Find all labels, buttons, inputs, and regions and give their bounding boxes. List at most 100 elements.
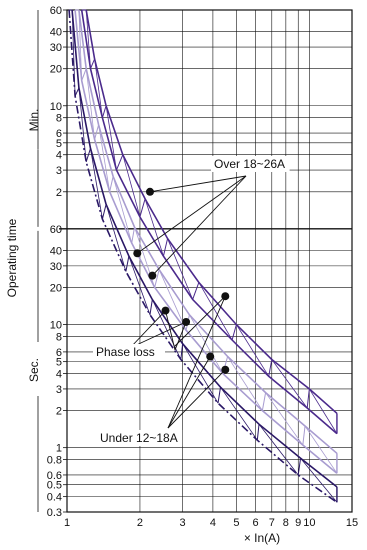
leader-line	[149, 175, 247, 193]
y-tick-label: 30	[50, 261, 62, 273]
grid	[59, 9, 353, 513]
band-hatch	[258, 423, 299, 476]
band-rung	[131, 226, 136, 244]
x-tick-label: 3	[180, 517, 186, 529]
x-tick-label: 6	[253, 517, 259, 529]
band-rung	[81, 68, 87, 81]
band-rung	[154, 269, 160, 288]
curve-bands	[68, 9, 338, 503]
annotation-bg	[97, 430, 183, 446]
leader-line	[165, 310, 176, 351]
y-tick-label: 60	[50, 224, 62, 236]
band-rung	[192, 282, 200, 300]
band-hatch	[304, 425, 338, 474]
band-lower-line	[68, 9, 338, 503]
band-hatch	[112, 176, 133, 244]
leader-line	[129, 321, 187, 349]
band-hatch	[128, 255, 151, 315]
band-hatch	[158, 269, 187, 331]
leader-line	[167, 296, 226, 429]
y-tick-label: 4	[56, 150, 62, 162]
band-hatch	[189, 314, 224, 374]
x-tick-label: 4	[210, 517, 216, 529]
x-tick-label: 1	[64, 517, 70, 529]
leader-line	[152, 175, 247, 276]
y-section-min-label: Min.	[27, 109, 41, 132]
band-hatch	[98, 124, 111, 192]
band-hatch	[85, 9, 91, 69]
y-axis-label: Operating time	[5, 218, 19, 297]
band-rung	[116, 154, 124, 171]
x-tick-label: 15	[346, 517, 358, 529]
x-tick-label: 9	[295, 517, 301, 529]
band-lower-line	[74, 9, 338, 474]
annotation-bg	[211, 156, 290, 172]
y-tick-label: 8	[56, 332, 62, 344]
leader-line	[167, 369, 226, 429]
band-hatch	[122, 154, 141, 218]
x-tick-label: 8	[283, 517, 289, 529]
y-tick-label: 5	[56, 138, 62, 150]
band-rung	[139, 198, 146, 218]
x-tick-label: 7	[269, 517, 275, 529]
band-rung	[268, 359, 273, 377]
band-hatch	[220, 386, 258, 441]
y-tick-label: 10	[50, 101, 62, 113]
band-rung	[162, 238, 169, 257]
y-tick-label: 3	[56, 165, 62, 177]
band-hatch	[144, 198, 164, 257]
x-tick-label: 2	[137, 517, 143, 529]
x-axis-label: × In(A)	[244, 531, 280, 545]
y-tick-label: 6	[56, 347, 62, 359]
leader-line	[137, 175, 247, 254]
y-tick-label: 6	[56, 128, 62, 140]
band-hatch	[94, 58, 103, 118]
band-hatch	[271, 359, 308, 409]
annotations: Over 18~26A Phase loss Under 12~18A	[93, 156, 290, 446]
band-rung	[94, 124, 100, 140]
band-hatch	[105, 105, 117, 171]
band-rung	[90, 58, 96, 69]
band-rung	[217, 387, 222, 404]
y-tick-label: 0.6	[47, 470, 62, 482]
y-tick-label: 30	[50, 42, 62, 54]
y-tick-label: 10	[50, 320, 62, 332]
band-hatch	[78, 87, 87, 162]
band-rung	[261, 392, 267, 411]
y-tick-label: 1	[56, 443, 62, 455]
y-tick-label: 0.3	[47, 507, 62, 519]
y-tick-label: 4	[56, 369, 62, 381]
band-hatch	[236, 324, 270, 377]
y-tick-label: 2	[56, 187, 62, 199]
x-tick-label: 5	[233, 517, 239, 529]
band-rung	[85, 148, 91, 163]
annotation-label: Over 18~26A	[214, 157, 285, 171]
band-hatch	[90, 148, 103, 220]
y-tick-label: 0.4	[47, 492, 62, 504]
y-section-sec-label: Sec.	[27, 358, 41, 382]
band-hatch	[308, 388, 338, 434]
band-rung	[302, 425, 306, 446]
band-rung	[101, 105, 107, 118]
band-rung	[231, 324, 237, 341]
band-hatch	[227, 356, 263, 411]
y-tick-label: 0.8	[47, 455, 62, 467]
y-tick-label: 40	[50, 245, 62, 257]
x-tick-label: 10	[303, 517, 315, 529]
band-rung	[74, 87, 80, 97]
y-tick-label: 20	[50, 64, 62, 76]
y-tick-label: 60	[50, 5, 62, 17]
band-rung	[297, 458, 302, 476]
band-rung	[101, 204, 107, 220]
y-tick-label: 3	[56, 384, 62, 396]
leader-line	[129, 310, 166, 349]
band-rung	[256, 424, 260, 441]
band-hatch	[167, 238, 194, 300]
band-hatch	[151, 299, 182, 360]
band-hatch	[78, 9, 83, 81]
y-tick-label: 2	[56, 406, 62, 418]
band-lower-line	[80, 9, 338, 435]
series-3-band	[68, 9, 338, 503]
band-rung	[109, 176, 114, 192]
marker-dot	[133, 249, 142, 258]
